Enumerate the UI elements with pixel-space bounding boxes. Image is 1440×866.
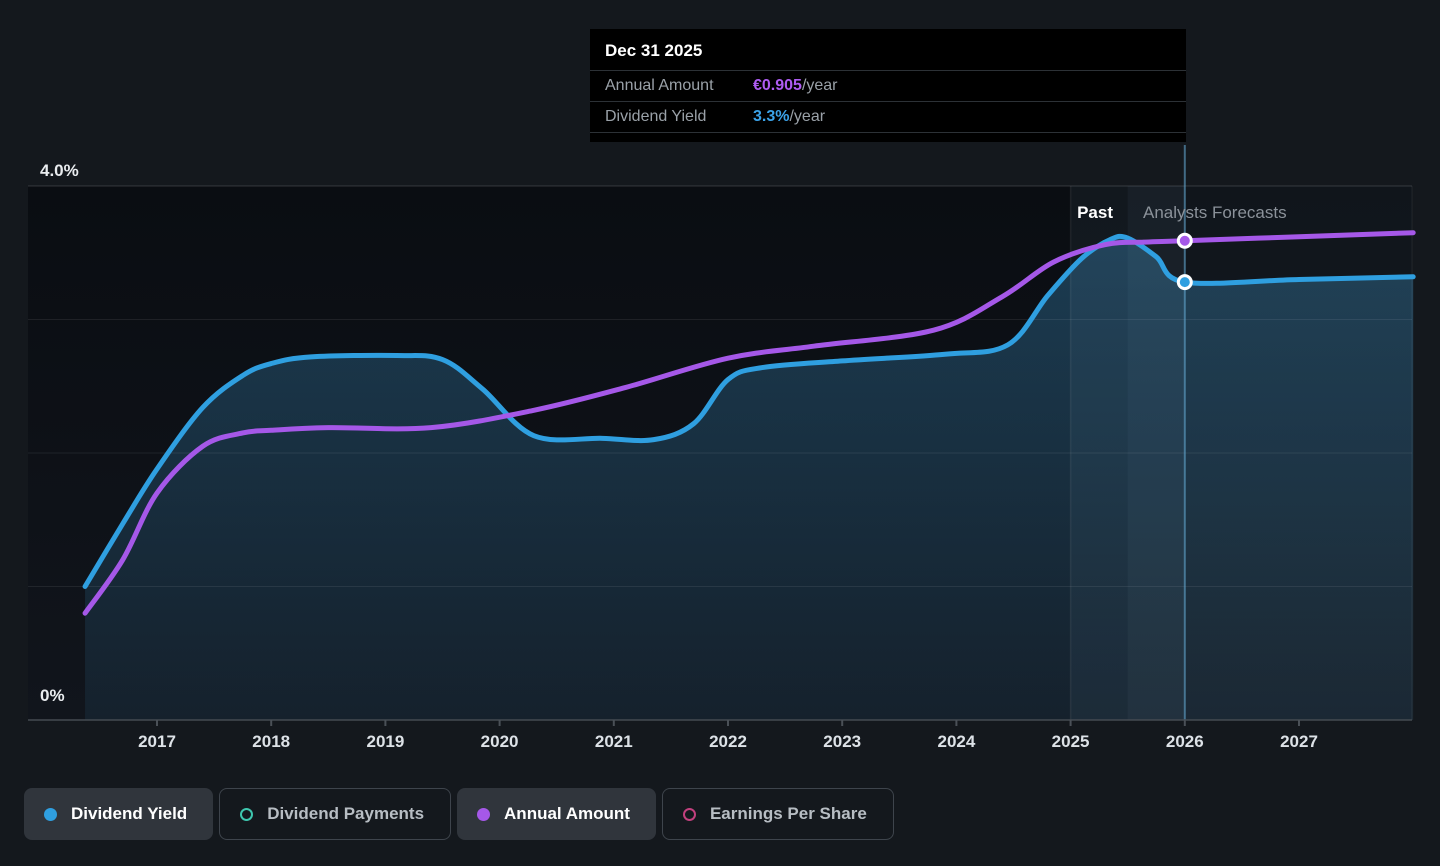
y-axis-label-bottom: 0% bbox=[40, 686, 65, 705]
annual-amount-line bbox=[82, 230, 1416, 616]
tooltip: Dec 31 2025 Annual Amount €0.905/year Di… bbox=[590, 29, 1186, 142]
x-axis-label: 2018 bbox=[252, 732, 290, 751]
annual-amount-marker-dot[interactable] bbox=[1176, 232, 1193, 249]
tooltip-value: €0.905 bbox=[753, 77, 802, 94]
x-axis-label: 2019 bbox=[366, 732, 404, 751]
forecast-region-overlay bbox=[1127, 186, 1412, 720]
legend-earnings-per-share-button[interactable]: Earnings Per Share bbox=[661, 788, 894, 840]
tooltip-suffix: /year bbox=[801, 77, 838, 94]
chart-legend: Dividend Yield Dividend Payments Annual … bbox=[24, 788, 894, 840]
legend-dividend-yield-button[interactable]: Dividend Yield bbox=[24, 788, 214, 840]
tooltip-date: Dec 31 2025 bbox=[605, 41, 703, 60]
legend-label: Earnings Per Share bbox=[709, 804, 867, 823]
annual-amount-dot-icon bbox=[477, 807, 491, 821]
x-axis-label: 2024 bbox=[937, 732, 975, 751]
x-axis-label: 2022 bbox=[709, 732, 747, 751]
x-axis-label: 2027 bbox=[1280, 732, 1318, 751]
tooltip-value: 3.3% bbox=[753, 108, 790, 125]
tooltip-suffix: /year bbox=[789, 108, 826, 125]
x-axis-label: 2020 bbox=[481, 732, 519, 751]
dividend-payments-ring-icon bbox=[240, 807, 254, 821]
tooltip-footer-rule bbox=[590, 132, 1186, 142]
tooltip-row-annual-amount: Annual Amount €0.905/year bbox=[590, 70, 1186, 101]
past-label: Past bbox=[1077, 203, 1113, 222]
x-axis-label: 2025 bbox=[1052, 732, 1090, 751]
x-axis-label: 2017 bbox=[138, 732, 176, 751]
y-axis-label-top: 4.0% bbox=[40, 161, 79, 180]
dividend-yield-line bbox=[82, 233, 1416, 589]
analysts-forecasts-label: Analysts Forecasts bbox=[1143, 203, 1287, 222]
tooltip-label: Dividend Yield bbox=[605, 108, 707, 125]
legend-label: Annual Amount bbox=[504, 804, 630, 823]
legend-label: Dividend Payments bbox=[267, 804, 425, 823]
legend-label: Dividend Yield bbox=[71, 804, 188, 823]
dividend-yield-marker-dot[interactable] bbox=[1176, 274, 1193, 291]
tooltip-label: Annual Amount bbox=[605, 77, 714, 94]
hover-band bbox=[1070, 186, 1185, 720]
legend-dividend-payments-button[interactable]: Dividend Payments bbox=[219, 788, 452, 840]
x-axis-label: 2023 bbox=[823, 732, 861, 751]
tooltip-row-dividend-yield: Dividend Yield 3.3%/year bbox=[590, 101, 1186, 132]
dividend-yield-dot-icon bbox=[44, 807, 57, 821]
legend-annual-amount-button[interactable]: Annual Amount bbox=[457, 788, 656, 840]
x-axis-label: 2026 bbox=[1166, 732, 1204, 751]
earnings-per-share-ring-icon bbox=[682, 807, 696, 821]
x-axis-label: 2021 bbox=[595, 732, 633, 751]
